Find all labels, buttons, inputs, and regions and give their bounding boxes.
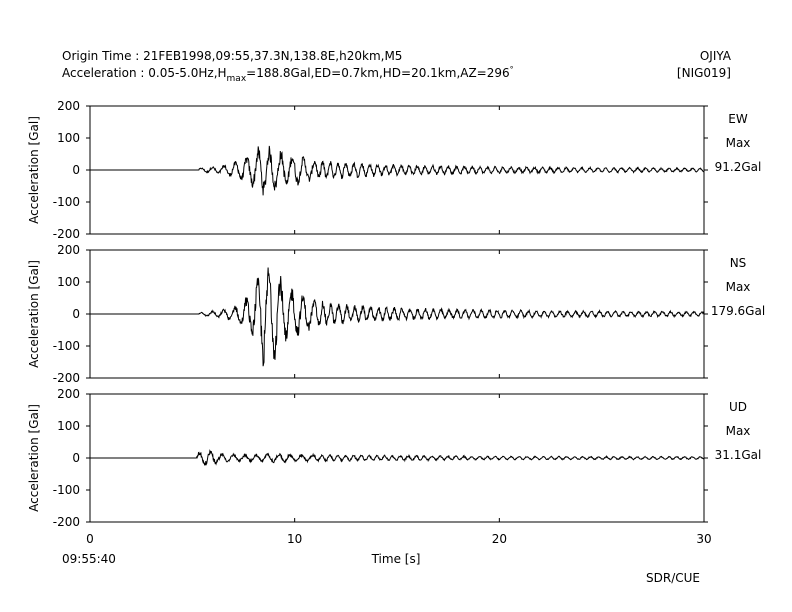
max-value-label: 179.6Gal <box>711 304 765 318</box>
component-label: UD <box>729 400 747 414</box>
x-tick-label: 20 <box>492 532 507 546</box>
y-tick-label: -100 <box>53 195 80 209</box>
acceleration-info-suffix: =188.8Gal,ED=0.7km,HD=20.1km,AZ=296 <box>246 66 510 80</box>
y-tick-label: -100 <box>53 339 80 353</box>
y-tick-label: 0 <box>72 163 80 177</box>
waveform-ew <box>90 145 705 196</box>
component-label: NS <box>730 256 747 270</box>
max-value-label: 31.1Gal <box>715 448 762 462</box>
y-tick-label: 200 <box>57 387 80 401</box>
waveform-ns <box>90 267 705 367</box>
max-value-label: 91.2Gal <box>715 160 762 174</box>
station-code: [NIG019] <box>677 66 731 80</box>
y-axis-label: Acceleration [Gal] <box>27 116 41 224</box>
x-tick-label: 0 <box>86 532 94 546</box>
y-tick-label: 200 <box>57 243 80 257</box>
acceleration-info-prefix: Acceleration : 0.05-5.0Hz,H <box>62 66 227 80</box>
credit-label: SDR/CUE <box>646 571 700 585</box>
y-axis-label: Acceleration [Gal] <box>27 260 41 368</box>
ns-panel: -200 -100 0 100 200 Acceleration [Gal] NS Max 17… <box>27 243 765 385</box>
acceleration-info-superscript: ° <box>510 65 514 74</box>
ud-panel: -200 -100 0 100 200 Acceleration [Gal] UD Max 31… <box>27 387 761 529</box>
max-label: Max <box>726 136 751 150</box>
x-tick-label: 10 <box>287 532 302 546</box>
x-tick-labels: 0 10 20 30 <box>86 532 711 546</box>
max-label: Max <box>726 280 751 294</box>
y-tick-label: 100 <box>57 131 80 145</box>
x-axis-label: Time [s] <box>371 552 421 566</box>
waveform-ud <box>90 449 705 466</box>
max-label: Max <box>726 424 751 438</box>
y-tick-label: 200 <box>57 99 80 113</box>
y-tick-label: -200 <box>53 227 80 241</box>
component-label: EW <box>728 112 748 126</box>
y-tick-label: -200 <box>53 371 80 385</box>
y-axis-label: Acceleration [Gal] <box>27 404 41 512</box>
acceleration-info-text: Acceleration : 0.05-5.0Hz,Hmax=188.8Gal,… <box>62 65 514 84</box>
y-tick-label: -100 <box>53 483 80 497</box>
y-tick-label: 100 <box>57 419 80 433</box>
y-tick-label: -200 <box>53 515 80 529</box>
origin-time-text: Origin Time : 21FEB1998,09:55,37.3N,138.… <box>62 49 402 63</box>
y-tick-label: 0 <box>72 451 80 465</box>
start-time-label: 09:55:40 <box>62 552 116 566</box>
x-tick-label: 30 <box>696 532 711 546</box>
ew-panel: -200 -100 0 100 200 Acceleration [Gal] EW Max 91… <box>27 99 761 241</box>
y-tick-label: 0 <box>72 307 80 321</box>
y-tick-label: 100 <box>57 275 80 289</box>
acceleration-info-subscript: max <box>227 74 247 84</box>
station-name: OJIYA <box>700 49 732 63</box>
